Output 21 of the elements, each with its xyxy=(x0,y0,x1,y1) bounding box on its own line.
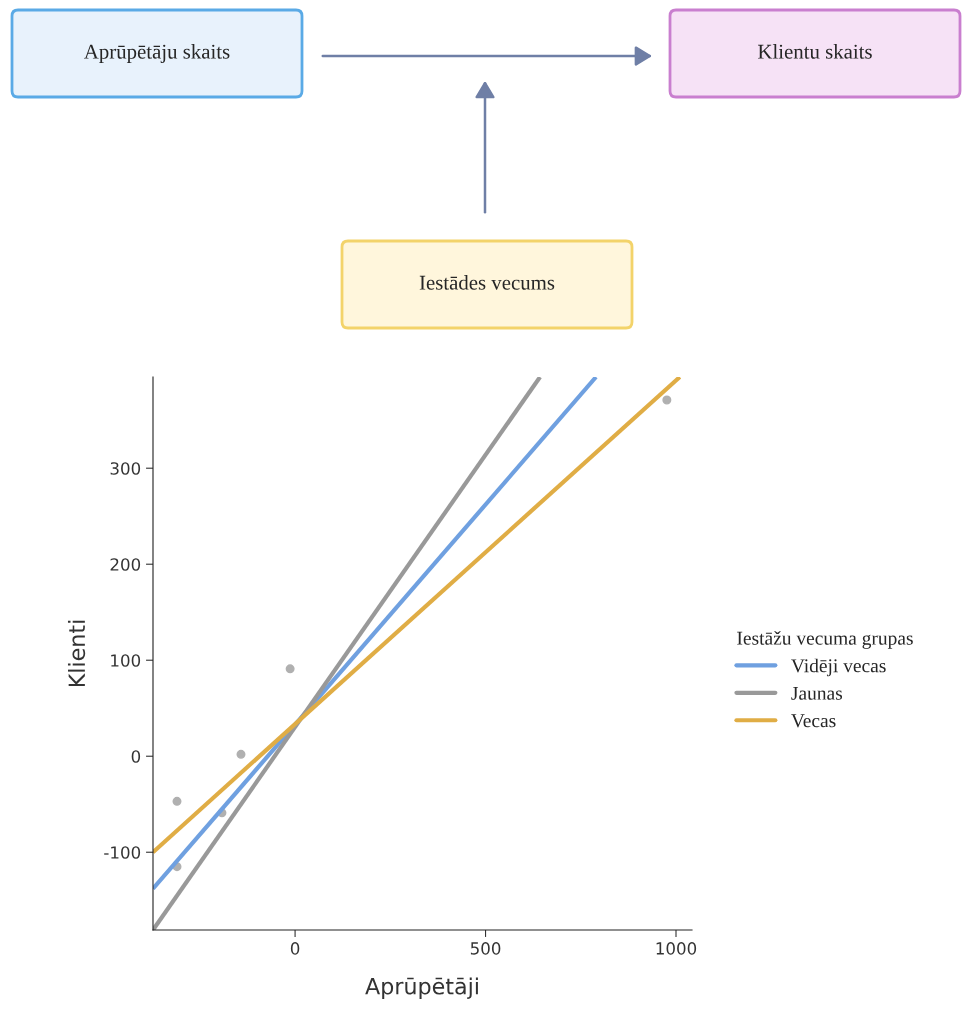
y-axis-title: Klienti xyxy=(67,620,86,687)
point xyxy=(172,796,182,806)
text: Klientu skaits xyxy=(758,44,872,59)
x-tick-label: 0 xyxy=(290,942,300,955)
y-tick-label: 0 xyxy=(131,750,141,763)
x-tick-label: 1000 xyxy=(656,942,697,955)
legend-title: Iestāžu vecuma grupas xyxy=(737,631,913,649)
y-tick-label: 300 xyxy=(110,462,141,475)
point xyxy=(662,395,672,405)
point xyxy=(285,664,295,674)
text: Aprūpētāju skaits xyxy=(84,44,230,63)
legend-label: Jaunas xyxy=(791,686,843,700)
x-axis-title: Aprūpētāji xyxy=(365,977,478,999)
legend-label: Vidēji vecas xyxy=(791,658,886,677)
y-tick-label: 200 xyxy=(110,558,141,571)
legend-label: Vecas xyxy=(791,714,836,728)
text: Iestādes vecums xyxy=(419,275,555,290)
y-tick-label: 100 xyxy=(111,654,141,667)
y-tick-label: -100 xyxy=(104,846,141,859)
point xyxy=(236,749,246,759)
x-tick-label: 500 xyxy=(470,942,501,955)
